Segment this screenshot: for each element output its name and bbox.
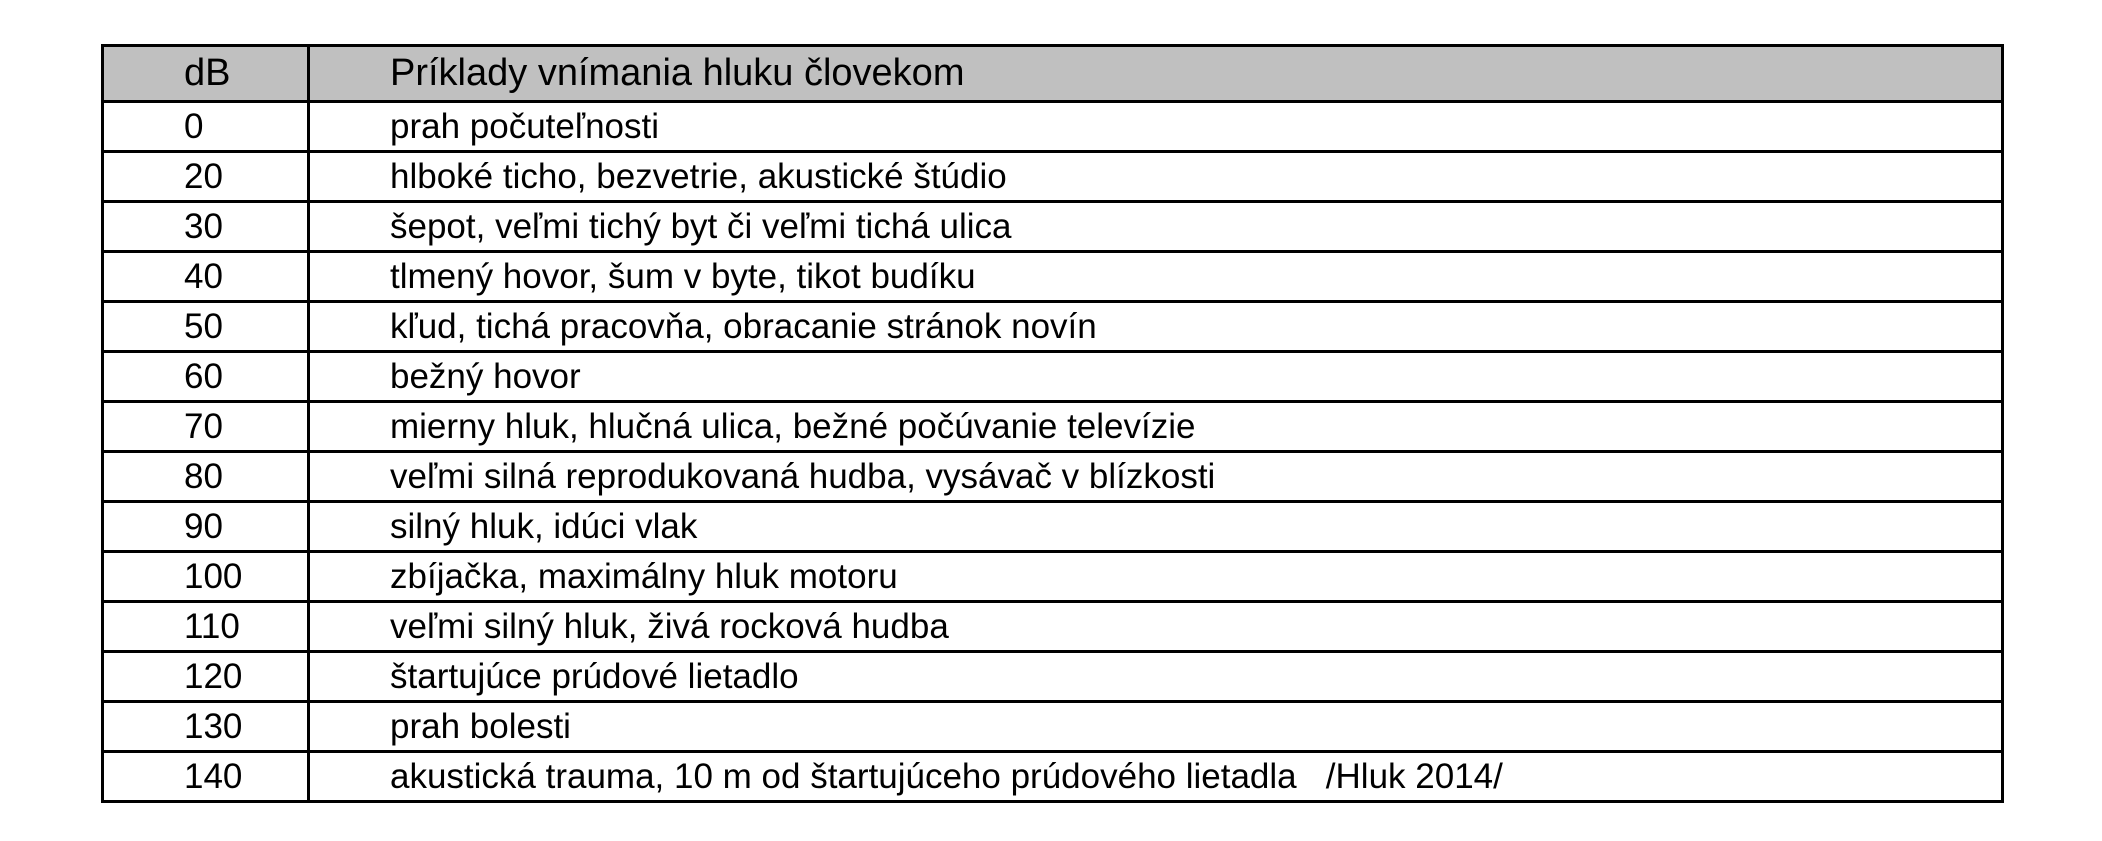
db-value: 60 — [101, 350, 310, 403]
db-value: 120 — [101, 650, 310, 703]
header-db: dB — [101, 44, 310, 103]
table-row: 130 prah bolesti — [101, 700, 2004, 753]
db-value: 80 — [101, 450, 310, 503]
db-value: 140 — [101, 750, 310, 803]
db-value: 0 — [101, 100, 310, 153]
db-value: 70 — [101, 400, 310, 453]
noise-example: mierny hluk, hlučná ulica, bežné počúvan… — [307, 400, 2004, 453]
noise-example: veľmi silný hluk, živá rocková hudba — [307, 600, 2004, 653]
db-value: 50 — [101, 300, 310, 353]
table-row: 100 zbíjačka, maximálny hluk motoru — [101, 550, 2004, 603]
noise-example: silný hluk, idúci vlak — [307, 500, 2004, 553]
table-row: 60 bežný hovor — [101, 350, 2004, 403]
table-row: 50 kľud, tichá pracovňa, obracanie stráno… — [101, 300, 2004, 353]
db-value: 90 — [101, 500, 310, 553]
table-row: 90 silný hluk, idúci vlak — [101, 500, 2004, 553]
table-row: 110 veľmi silný hluk, živá rocková hudba — [101, 600, 2004, 653]
noise-example: šepot, veľmi tichý byt či veľmi tichá ul… — [307, 200, 2004, 253]
noise-example: zbíjačka, maximálny hluk motoru — [307, 550, 2004, 603]
table-row: 20 hlboké ticho, bezvetrie, akustické štú… — [101, 150, 2004, 203]
noise-example: štartujúce prúdové lietadlo — [307, 650, 2004, 703]
table-header-row: dB Príklady vnímania hluku človekom — [101, 44, 2004, 103]
noise-levels-table: dB Príklady vnímania hluku človekom 0 pra… — [101, 44, 2004, 803]
db-value: 30 — [101, 200, 310, 253]
table-row: 140 akustická trauma, 10 m od štartujúceh… — [101, 750, 2004, 803]
table-row: 30 šepot, veľmi tichý byt či veľmi tichá … — [101, 200, 2004, 253]
noise-example: veľmi silná reprodukovaná hudba, vysávač… — [307, 450, 2004, 503]
db-value: 100 — [101, 550, 310, 603]
table-row: 0 prah počuteľnosti — [101, 100, 2004, 153]
table-row: 120 štartujúce prúdové lietadlo — [101, 650, 2004, 703]
noise-example: prah bolesti — [307, 700, 2004, 753]
noise-example: kľud, tichá pracovňa, obracanie stránok … — [307, 300, 2004, 353]
noise-example: bežný hovor — [307, 350, 2004, 403]
db-value: 40 — [101, 250, 310, 303]
table-row: 40 tlmený hovor, šum v byte, tikot budíku — [101, 250, 2004, 303]
table-row: 80 veľmi silná reprodukovaná hudba, vysáv… — [101, 450, 2004, 503]
noise-example: tlmený hovor, šum v byte, tikot budíku — [307, 250, 2004, 303]
noise-example: hlboké ticho, bezvetrie, akustické štúdi… — [307, 150, 2004, 203]
db-value: 130 — [101, 700, 310, 753]
header-examples: Príklady vnímania hluku človekom — [307, 44, 2004, 103]
table-row: 70 mierny hluk, hlučná ulica, bežné počúv… — [101, 400, 2004, 453]
noise-example: prah počuteľnosti — [307, 100, 2004, 153]
db-value: 110 — [101, 600, 310, 653]
noise-example: akustická trauma, 10 m od štartujúceho p… — [307, 750, 2004, 803]
db-value: 20 — [101, 150, 310, 203]
